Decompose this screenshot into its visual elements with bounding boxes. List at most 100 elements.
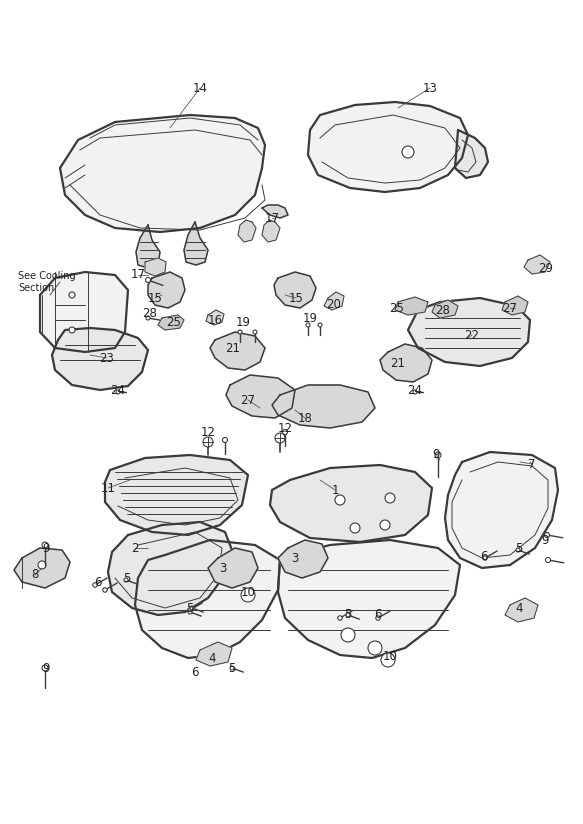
Polygon shape [278, 540, 328, 578]
Text: 27: 27 [503, 302, 518, 315]
Circle shape [223, 438, 227, 442]
Text: 10: 10 [382, 649, 398, 662]
Text: 5: 5 [124, 572, 131, 584]
Text: 5: 5 [345, 607, 352, 620]
Polygon shape [196, 642, 232, 666]
Text: 11: 11 [100, 481, 115, 494]
Text: 22: 22 [465, 329, 479, 341]
Text: 6: 6 [191, 666, 199, 678]
Circle shape [413, 390, 417, 394]
Polygon shape [272, 385, 375, 428]
Polygon shape [455, 130, 488, 178]
Circle shape [380, 520, 390, 530]
Circle shape [69, 327, 75, 333]
Circle shape [93, 583, 97, 588]
Text: 10: 10 [241, 586, 255, 598]
Text: 18: 18 [297, 411, 312, 424]
Text: 24: 24 [408, 383, 423, 396]
Text: 17: 17 [131, 269, 146, 282]
Polygon shape [226, 375, 295, 418]
Circle shape [346, 613, 350, 617]
Circle shape [402, 146, 414, 158]
Polygon shape [262, 205, 288, 218]
Text: 17: 17 [265, 212, 279, 224]
Text: 28: 28 [143, 307, 157, 320]
Text: 9: 9 [541, 533, 549, 546]
Text: 12: 12 [278, 422, 293, 434]
Text: 14: 14 [192, 82, 208, 95]
Circle shape [368, 641, 382, 655]
Text: 2: 2 [131, 541, 139, 555]
Circle shape [318, 323, 322, 327]
Text: 28: 28 [436, 303, 451, 316]
Text: 19: 19 [303, 311, 318, 325]
Circle shape [483, 556, 487, 560]
Circle shape [203, 437, 213, 447]
Polygon shape [380, 344, 432, 382]
Circle shape [546, 558, 550, 563]
Circle shape [146, 278, 150, 283]
Polygon shape [52, 328, 148, 390]
Text: 6: 6 [94, 575, 102, 588]
Polygon shape [14, 548, 70, 588]
Text: 4: 4 [208, 652, 216, 664]
Text: 16: 16 [208, 313, 223, 326]
Text: 7: 7 [528, 457, 536, 471]
Polygon shape [505, 598, 538, 622]
Text: 6: 6 [480, 550, 488, 563]
Polygon shape [135, 540, 280, 658]
Polygon shape [432, 300, 458, 318]
Circle shape [335, 495, 345, 505]
Text: 20: 20 [326, 298, 342, 311]
Text: 3: 3 [219, 561, 227, 574]
Circle shape [381, 653, 395, 667]
Polygon shape [210, 332, 265, 370]
Polygon shape [395, 297, 428, 315]
Text: 21: 21 [391, 357, 406, 369]
Polygon shape [208, 548, 258, 588]
Text: 27: 27 [241, 394, 255, 406]
Text: 4: 4 [515, 602, 523, 615]
Text: 12: 12 [201, 425, 216, 438]
Circle shape [545, 532, 550, 537]
Circle shape [253, 330, 257, 334]
Circle shape [103, 588, 107, 592]
Circle shape [350, 523, 360, 533]
Polygon shape [324, 292, 344, 310]
Polygon shape [445, 452, 558, 568]
Circle shape [306, 323, 310, 327]
Text: 13: 13 [423, 82, 437, 95]
Circle shape [42, 665, 48, 671]
Polygon shape [278, 540, 460, 658]
Text: 15: 15 [289, 292, 303, 305]
Circle shape [283, 429, 287, 434]
Circle shape [516, 548, 520, 552]
Polygon shape [308, 102, 468, 192]
Polygon shape [262, 220, 280, 242]
Circle shape [69, 292, 75, 298]
Polygon shape [408, 298, 530, 366]
Circle shape [435, 452, 441, 458]
Polygon shape [502, 296, 528, 315]
Circle shape [190, 606, 194, 610]
Text: 5: 5 [187, 602, 194, 615]
Polygon shape [206, 310, 224, 325]
Text: 21: 21 [226, 341, 241, 354]
Polygon shape [524, 255, 550, 274]
Polygon shape [184, 222, 208, 265]
Text: 23: 23 [100, 352, 114, 364]
Circle shape [385, 493, 395, 503]
Circle shape [124, 578, 128, 582]
Text: 1: 1 [331, 484, 339, 497]
Polygon shape [158, 315, 184, 330]
Circle shape [338, 616, 342, 620]
Polygon shape [60, 115, 265, 232]
Text: 25: 25 [167, 316, 181, 329]
Circle shape [146, 316, 150, 320]
Polygon shape [108, 522, 232, 615]
Text: See Cooling
Section: See Cooling Section [18, 271, 76, 293]
Polygon shape [145, 258, 166, 276]
Text: 5: 5 [229, 662, 236, 675]
Circle shape [238, 330, 242, 334]
Text: 29: 29 [539, 261, 553, 274]
